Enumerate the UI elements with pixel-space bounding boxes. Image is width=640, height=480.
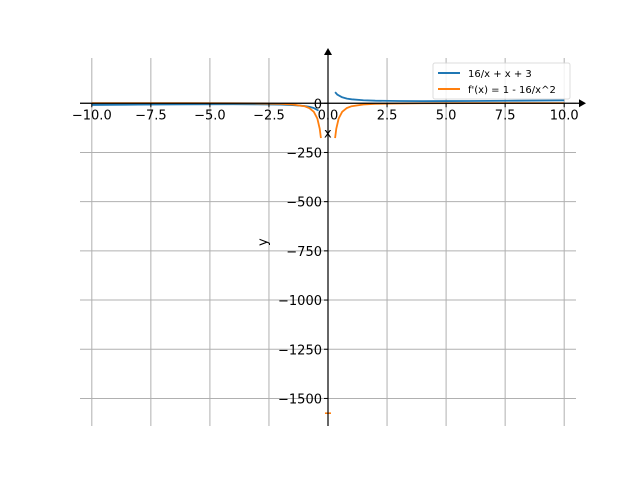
y-tick-label: −500 (286, 196, 322, 211)
legend-label-series-1: 16/x + x + 3 (468, 69, 532, 80)
legend-frame (432, 62, 571, 100)
y-tick-label: 0 (314, 97, 322, 112)
tick-labels: −10.0 −7.5 −5.0 −2.5 0.0 2.5 5.0 7.5 10.0 0 −250 −5… (72, 97, 579, 407)
x-tick-label: 7.5 (495, 108, 516, 123)
x-tick-label: −7.5 (135, 108, 167, 123)
x-tick-label: −2.5 (253, 108, 285, 123)
x-tick-label: 10.0 (550, 108, 579, 123)
y-tick-label: −1250 (278, 343, 322, 358)
y-tick-label: −1500 (278, 392, 322, 407)
y-tick-label: −250 (286, 146, 322, 161)
x-tick-label: 5.0 (436, 108, 457, 123)
x-tick-label: −10.0 (72, 108, 112, 123)
x-axis-arrow (579, 99, 586, 108)
x-tick-label: 2.5 (377, 108, 398, 123)
axes (80, 48, 586, 426)
legend: 16/x + x + 3 f'(x) = 1 - 16/x^2 (432, 62, 571, 100)
y-tick-label: −750 (286, 245, 322, 260)
x-axis-label: x (324, 126, 332, 141)
y-axis-arrow (324, 48, 332, 55)
series-1-line-right (334, 91, 565, 102)
x-tick-label: 0.0 (318, 108, 339, 123)
legend-label-series-2: f'(x) = 1 - 16/x^2 (468, 85, 556, 96)
y-tick-label: −1000 (278, 294, 322, 309)
y-axis-label: y (256, 238, 271, 246)
x-tick-label: −5.0 (194, 108, 226, 123)
